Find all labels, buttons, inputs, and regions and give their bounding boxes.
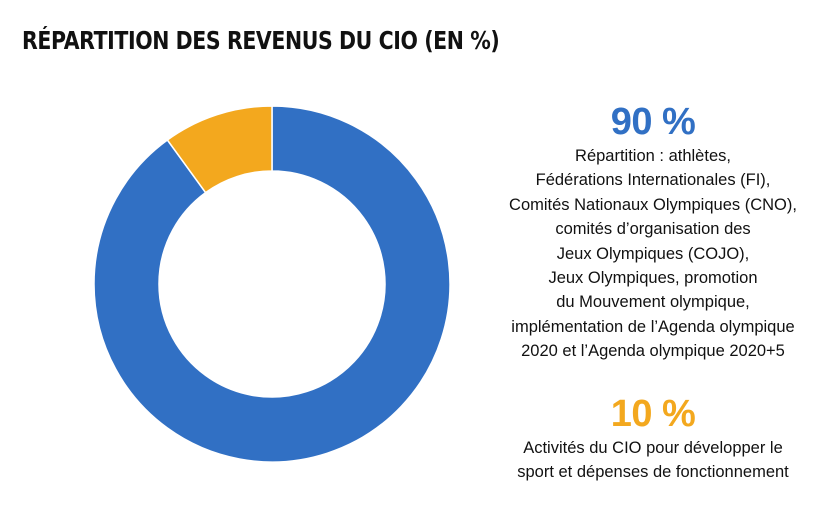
legend-line: comités d’organisation des <box>555 220 751 239</box>
legend-entry-90: 90 % Répartition : athlètes, Fédérations… <box>468 100 834 364</box>
donut-chart <box>93 105 451 463</box>
legend-line: Jeux Olympiques (COJO), <box>556 244 750 263</box>
legend-line: implémentation de l’Agenda olympique <box>511 317 795 336</box>
legend-percent-90: 90 % <box>610 101 696 143</box>
chart-title: RÉPARTITION DES REVENUS DU CIO (EN %) <box>22 26 500 55</box>
legend-line: Jeux Olympiques, promotion <box>548 269 758 288</box>
donut-slice-10 <box>166 105 273 194</box>
legend-line: Répartition : athlètes, <box>575 147 731 165</box>
legend-line: du Mouvement olympique, <box>556 293 750 312</box>
donut-slice-90 <box>93 105 451 463</box>
legend-description-90: Répartition : athlètes, Fédérations Inte… <box>468 144 834 364</box>
legend-line: Activités du CIO pour développer le <box>523 439 783 457</box>
legend-line: sport et dépenses de fonctionnement <box>517 463 789 482</box>
legend-percent-10: 10 % <box>610 393 696 435</box>
legend-line: 2020 et l’Agenda olympique 2020+5 <box>521 342 785 361</box>
legend-line: Fédérations Internationales (FI), <box>535 171 771 190</box>
legend-entry-10: 10 % Activités du CIO pour développer le… <box>468 392 834 485</box>
legend-line: Comités Nationaux Olympiques (CNO), <box>509 195 797 214</box>
legend-description-10: Activités du CIO pour développer le spor… <box>468 436 834 485</box>
